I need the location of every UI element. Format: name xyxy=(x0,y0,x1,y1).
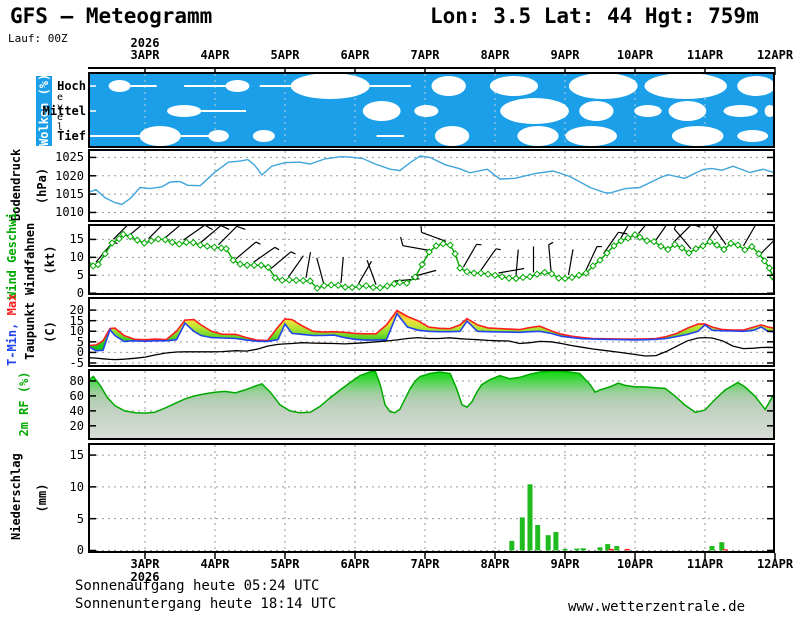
precip-axis-title: Niederschlag xyxy=(9,453,23,540)
temp-axis-title: T-Min, Max xyxy=(5,293,19,366)
panel-wind-chart xyxy=(88,224,775,295)
top-date-label: 12APR xyxy=(756,48,794,62)
temp-ytick-label: 10 xyxy=(69,324,84,339)
top-date-label: 7APR xyxy=(410,48,440,62)
pressure-ytick-label: 1025 xyxy=(55,150,84,165)
wind-ytick-label: 15 xyxy=(69,232,84,247)
chart-title: GFS — Meteogramm xyxy=(10,4,213,28)
pressure-ytick-label: 1015 xyxy=(55,187,84,202)
bottom-date-label: 5APR xyxy=(270,557,300,571)
model-run-label: Lauf: 00Z xyxy=(8,32,68,45)
site-credit: www.wetterzentrale.de xyxy=(568,599,746,615)
cloud-level-label-tief: Tief xyxy=(57,129,86,143)
top-date-label: 11APR xyxy=(686,48,724,62)
bottom-date-label: 10APR xyxy=(616,557,654,571)
bottom-year-label: 2026 xyxy=(130,570,160,584)
cloud-level-label-hoch: Hoch xyxy=(57,79,86,93)
humidity-ytick-label: 60 xyxy=(69,388,84,403)
precip-ytick-label: 10 xyxy=(69,479,84,494)
panel-temp-chart xyxy=(88,297,775,367)
humidity-ytick-label: 40 xyxy=(69,403,84,418)
bottom-time-axis xyxy=(144,553,776,559)
precip-bars xyxy=(509,484,728,551)
temp-ytick-label: 20 xyxy=(69,303,84,318)
humidity-ytick-label: 80 xyxy=(69,373,84,388)
dewpoint-axis-title: Taupunkt xyxy=(23,302,37,360)
cloud-cover-blobs xyxy=(88,73,775,146)
wind-barbs xyxy=(95,224,775,285)
panel-precip-chart xyxy=(88,443,775,553)
top-year-label: 2026 xyxy=(130,36,160,50)
temp-ytick-label: 15 xyxy=(69,313,84,328)
wind-ytick-label: 5 xyxy=(76,268,84,283)
cloud-level-label-mittel: Mittel xyxy=(42,104,86,118)
top-date-label: 6APR xyxy=(340,48,370,62)
wind-speed-line xyxy=(88,230,775,292)
top-date-label: 3APR xyxy=(130,48,160,62)
pressure-line xyxy=(88,155,775,206)
sunrise-text: Sonnenaufgang heute 05:24 UTC xyxy=(75,578,320,594)
top-date-label: 8APR xyxy=(480,48,510,62)
bottom-date-label: 9APR xyxy=(550,557,580,571)
humidity-area xyxy=(88,371,775,440)
top-date-label: 4APR xyxy=(200,48,230,62)
tmin-line xyxy=(88,312,775,352)
chart-location: Lon: 3.5 Lat: 44 Hgt: 759m xyxy=(430,4,759,28)
panel-clouds-chart xyxy=(88,72,775,148)
humidity-axis-title: 2m RF (%) xyxy=(17,371,31,437)
temp-ytick-label: 0 xyxy=(76,345,84,360)
bottom-date-label: 11APR xyxy=(686,557,724,571)
bottom-date-label: 12APR xyxy=(756,557,794,571)
panel-humidity-chart xyxy=(88,369,775,440)
bottom-date-label: 8APR xyxy=(480,557,510,571)
temp-ytick-label: -5 xyxy=(69,355,84,370)
dewpoint-line xyxy=(88,336,775,361)
wind-axis-title: Wind Geschwi. xyxy=(5,205,19,299)
humidity-ytick-label: 20 xyxy=(69,418,84,433)
humidity-line xyxy=(88,370,775,414)
tmax-line xyxy=(88,309,775,347)
temp-ytick-label: 5 xyxy=(76,334,84,349)
pressure-ytick-label: 1010 xyxy=(55,205,84,220)
panel-pressure-chart xyxy=(88,149,775,222)
top-date-label: 9APR xyxy=(550,48,580,62)
bottom-date-label: 7APR xyxy=(410,557,440,571)
temp-max-label: Max xyxy=(5,293,19,316)
wind-ytick-label: 10 xyxy=(69,250,84,265)
temperature-band xyxy=(88,310,775,351)
pressure-ytick-label: 1020 xyxy=(55,168,84,183)
top-date-label: 5APR xyxy=(270,48,300,62)
bottom-date-label: 4APR xyxy=(200,557,230,571)
precip-ytick-label: 15 xyxy=(69,448,84,463)
wind-axis-title2: Windfahnen xyxy=(23,222,37,295)
precip-ytick-label: 0 xyxy=(76,543,84,558)
bottom-date-label: 6APR xyxy=(340,557,370,571)
wind-ytick-label: 0 xyxy=(76,286,84,301)
top-date-label: 10APR xyxy=(616,48,654,62)
bottom-date-label: 3APR xyxy=(130,557,160,571)
sunset-text: Sonnenuntergang heute 18:14 UTC xyxy=(75,596,337,612)
temp-min-label: T-Min, xyxy=(5,322,19,366)
precip-ytick-label: 5 xyxy=(76,511,84,526)
